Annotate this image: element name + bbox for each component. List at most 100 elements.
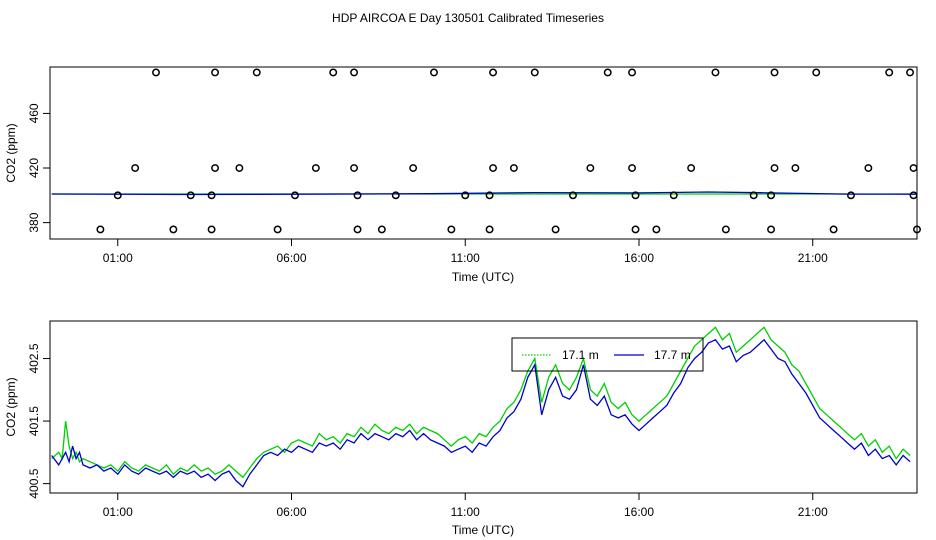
x-tick-label-top-2: 11:00 [451,251,480,265]
y-axis-label-bottom: CO2 (ppm) [4,377,18,436]
x-tick-label-top-3: 16:00 [624,251,654,265]
x-tick-label-top-0: 01:00 [103,251,133,265]
x-axis-label-bottom: Time (UTC) [452,523,514,537]
x-tick-label-bottom-2: 11:00 [451,505,480,519]
x-tick-label-bottom-3: 16:00 [624,505,654,519]
calibration-point-37 [489,164,498,172]
plot-frame-top [49,66,918,240]
calibration-point-28 [767,191,776,200]
calibration-point-48 [273,225,282,234]
y-axis-label-top: CO2 (ppm) [4,123,18,182]
calibration-point-24 [569,191,577,200]
calibration-point-59 [913,225,921,234]
calibration-point-2 [211,68,220,77]
series-line-top-blue [51,191,918,196]
y-axis-bottom: 400.5 401.5 402.5 [27,343,50,499]
calibration-point-42 [770,164,779,172]
calibration-point-45 [909,164,918,172]
calibration-point-50 [377,225,386,234]
series-group-top [51,191,918,196]
calibration-point-11 [711,68,720,77]
calibration-point-8 [530,68,539,77]
y-tick-label-bottom-1: 401.5 [27,406,41,436]
series-line-bottom-blue [51,338,911,488]
calibration-point-53 [551,225,560,234]
calibration-point-30 [909,191,918,200]
y-tick-label-top-1: 420 [27,158,41,178]
calibration-point-56 [721,225,730,234]
calibration-point-41 [687,164,696,172]
calibration-point-0 [96,225,105,234]
calibration-point-52 [485,225,494,234]
panel-timeseries: 01:00 06:00 11:00 16:00 21:00 400.5 401.5 402.… [4,320,918,537]
calibration-point-10 [628,68,637,77]
y-tick-label-top-0: 380 [27,212,41,232]
calibration-point-1 [152,68,160,77]
calibration-point-34 [311,164,320,172]
series-group-bottom [51,326,911,488]
calibration-point-14 [885,68,894,77]
calibration-point-4 [329,68,338,77]
calibration-point-32 [211,164,220,172]
calibration-point-12 [770,68,779,77]
calibration-point-22 [461,191,470,200]
calibration-point-25 [631,191,640,200]
y-tick-label-bottom-0: 400.5 [27,468,41,498]
calibration-point-13 [812,68,821,77]
figure-title: HDP AIRCOA E Day 130501 Calibrated Times… [332,11,604,25]
calibration-point-58 [829,225,838,234]
calibration-point-47 [207,225,216,234]
calibration-point-15 [906,68,915,77]
y-axis-top: 380 420 460 [27,103,50,233]
calibration-point-55 [652,225,661,234]
calibration-point-27 [749,191,758,200]
calibration-point-46 [169,225,178,234]
x-axis-top: 01:00 06:00 11:00 16:00 21:00 [103,239,828,265]
calibration-point-20 [353,191,362,200]
plot-frame-bottom [49,320,918,494]
series-line-bottom-green [51,326,911,479]
calibration-point-5 [350,68,359,77]
calibration-point-17 [186,191,195,200]
calibration-point-57 [767,225,776,234]
x-axis-bottom: 01:00 06:00 11:00 16:00 21:00 [103,493,828,519]
calibration-point-18 [207,191,216,200]
calibration-point-33 [235,164,244,172]
calibration-point-9 [603,68,612,77]
calibration-point-21 [391,191,400,200]
calibration-point-51 [447,225,456,234]
x-tick-label-top-4: 21:00 [798,251,828,265]
calibration-point-43 [791,164,800,172]
calibration-point-54 [631,225,640,234]
calibration-points [96,68,921,234]
legend-box [511,337,704,372]
calibration-point-16 [113,191,122,200]
calibration-point-31 [131,164,140,172]
calibration-point-49 [353,225,362,234]
panel-calibration: 01:00 06:00 11:00 16:00 21:00 380 420 460 Time… [4,66,921,284]
calibration-point-40 [628,164,637,172]
calibration-point-19 [291,191,299,200]
calibration-point-36 [409,164,418,172]
y-tick-label-top-2: 460 [27,103,41,123]
x-tick-label-top-1: 06:00 [276,251,306,265]
y-tick-label-bottom-2: 402.5 [27,343,41,373]
calibration-point-3 [252,68,261,77]
calibration-point-38 [509,164,518,172]
calibration-point-7 [489,68,498,77]
calibration-point-44 [864,164,873,172]
x-axis-label-top: Time (UTC) [452,270,514,284]
calibration-point-29 [847,191,855,200]
calibration-point-6 [430,68,438,77]
calibration-point-23 [485,191,494,200]
legend-label-17-1m: 17.1 m [562,348,599,362]
x-tick-label-bottom-1: 06:00 [276,505,306,519]
calibration-point-35 [350,164,359,172]
legend: 17.1 m 17.7 m [511,337,704,372]
x-tick-label-bottom-0: 01:00 [103,505,133,519]
x-tick-label-bottom-4: 21:00 [798,505,828,519]
calibration-point-26 [669,191,678,200]
legend-label-17-7m: 17.7 m [654,348,691,362]
calibration-point-39 [586,164,595,172]
